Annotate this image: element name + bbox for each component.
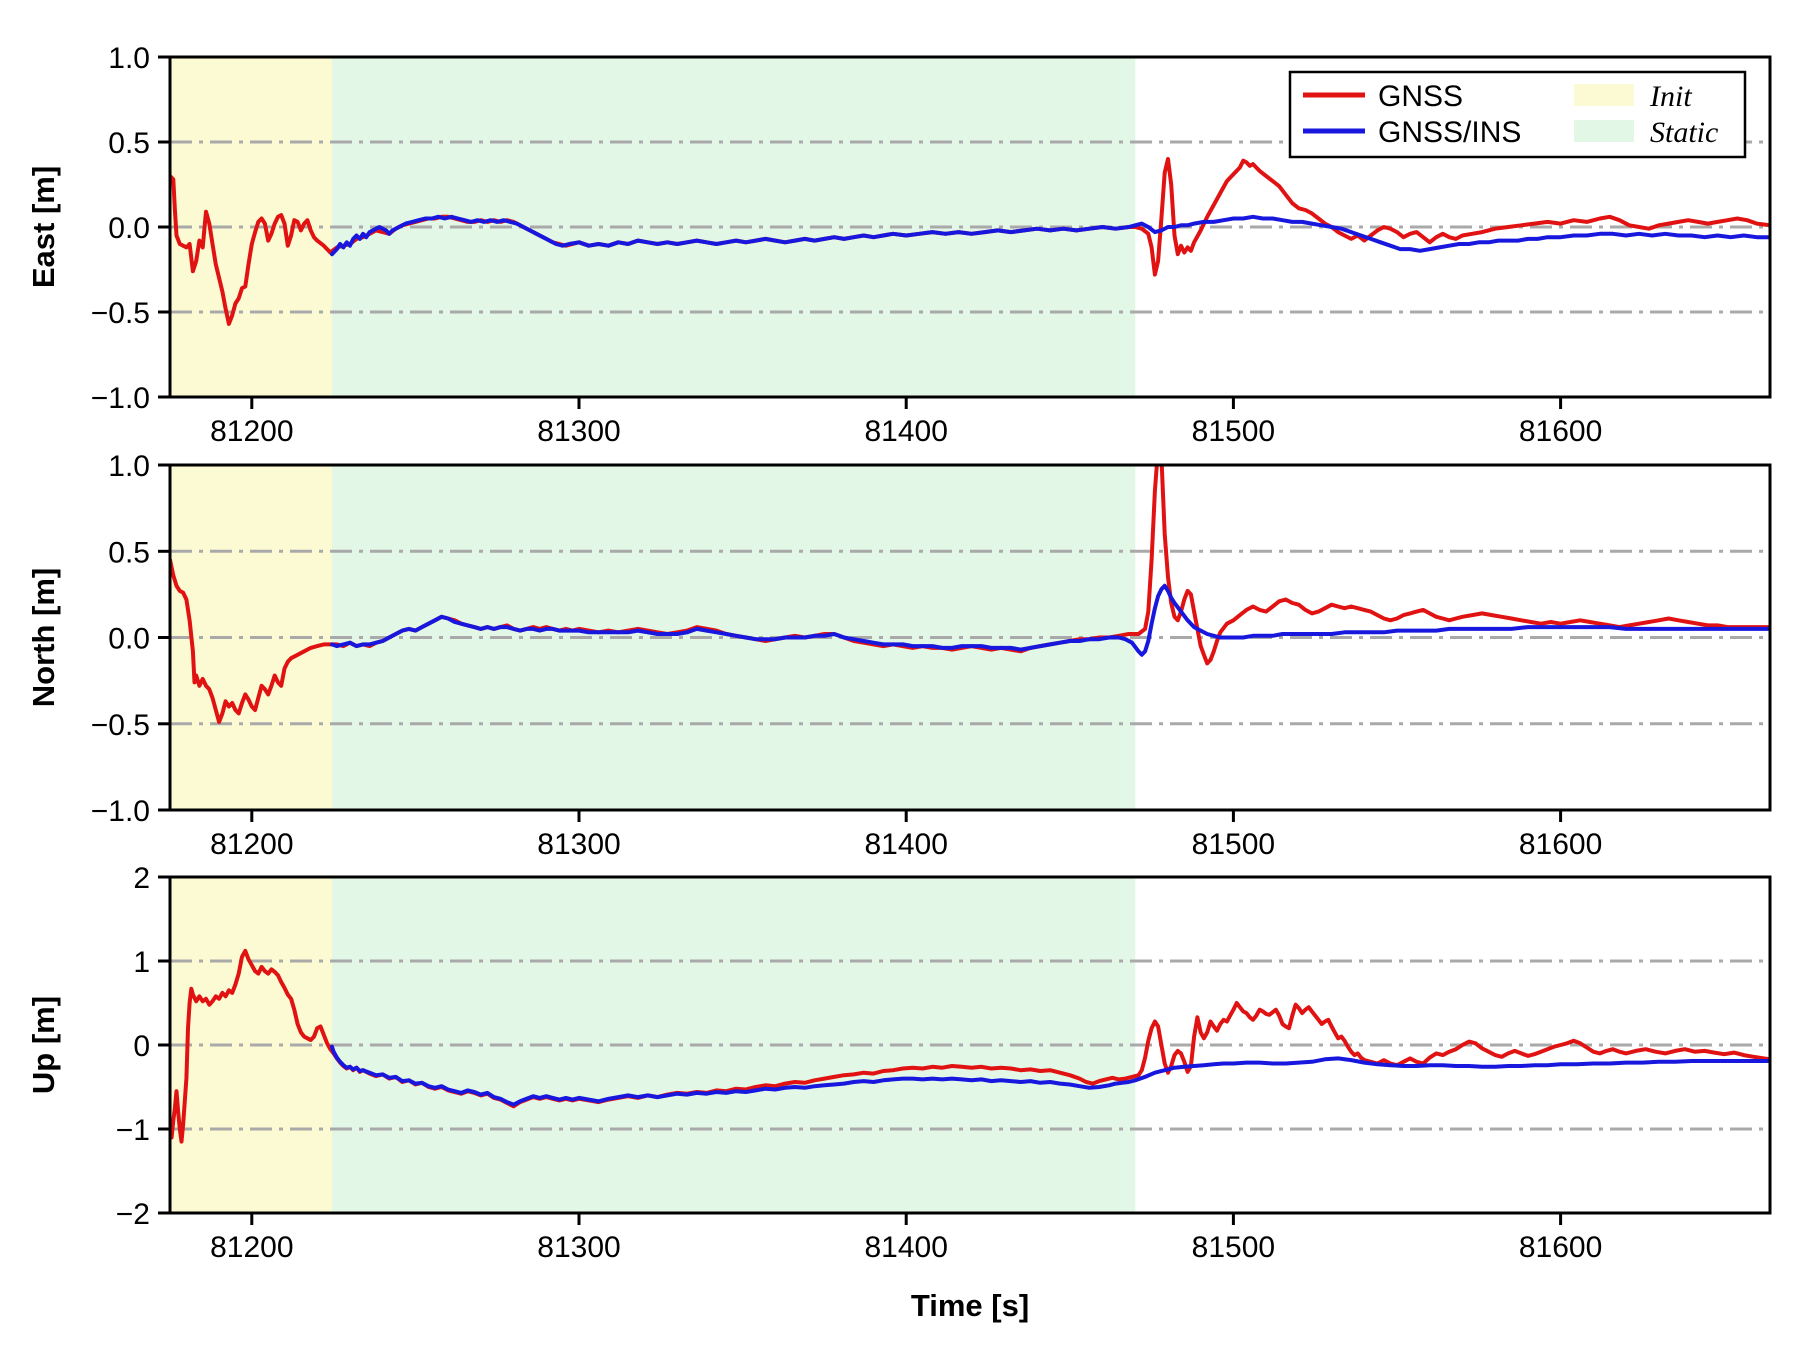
legend-patch-swatch [1574,120,1634,142]
x-tick-label: 81600 [1519,1231,1602,1264]
y-tick-label: −0.5 [91,297,150,330]
x-tick-label: 81500 [1192,415,1275,448]
legend-box [1288,70,1747,159]
x-axis-label: Time [s] [911,1288,1029,1323]
series-gnss-ins-line [330,214,1770,257]
legend-label: Static [1650,116,1718,149]
x-tick-label: 81400 [864,1231,947,1264]
y-axis-label-up: Up [m] [26,996,61,1094]
x-tick-label: 81600 [1519,828,1602,861]
x-tick-label: 81200 [210,415,293,448]
y-tick-label: −1 [116,1114,150,1147]
panel-east: 1.0 0.5 0.0 −0.5 −1.0 81200 81300 81400 81500 816… [26,42,1772,448]
y-tick-label: 1 [133,946,150,979]
y-tick-label: 0.0 [108,623,150,656]
y-axis-label-east: East [m] [26,166,61,288]
x-tick-label: 81200 [210,828,293,861]
panel-up: 2 1 0 −1 −2 81200 81300 81400 81500 81600 Up [m] [26,862,1772,1264]
legend-label: GNSS/INS [1378,116,1521,149]
x-tick-label: 81500 [1192,828,1275,861]
legend-label: Init [1649,80,1692,113]
y-tick-label: 2 [133,862,150,895]
x-tick-label: 81300 [537,1231,620,1264]
y-axis-label-north: North [m] [26,568,61,707]
legend-patch-swatch [1574,84,1634,106]
series-gnss-ins-line [330,1044,1770,1107]
x-tick-label: 81300 [537,828,620,861]
series-gnss-ins-line [330,583,1770,657]
x-tick-label: 81500 [1192,1231,1275,1264]
y-tick-label: 1.0 [108,42,150,75]
series-gnss-line [170,948,1770,1144]
y-tick-label: −2 [116,1198,150,1231]
y-tick-label: 1.0 [108,450,150,483]
y-tick-label: 0.0 [108,212,150,245]
x-tick-label: 81200 [210,1231,293,1264]
y-tick-label: 0.5 [108,536,150,569]
y-tick-label: −1.0 [91,795,150,828]
x-tick-label: 81400 [864,415,947,448]
y-tick-label: 0 [133,1030,150,1063]
y-tick-label: −0.5 [91,709,150,742]
x-tick-label: 81300 [537,415,620,448]
legend-label: GNSS [1378,80,1463,113]
y-tick-label: 0.5 [108,127,150,160]
x-tick-label: 81400 [864,828,947,861]
y-tick-label: −1.0 [91,382,150,415]
x-tick-label: 81600 [1519,415,1602,448]
panel-north: 1.0 0.5 0.0 −0.5 −1.0 81200 81300 81400 81500 816… [26,450,1772,861]
